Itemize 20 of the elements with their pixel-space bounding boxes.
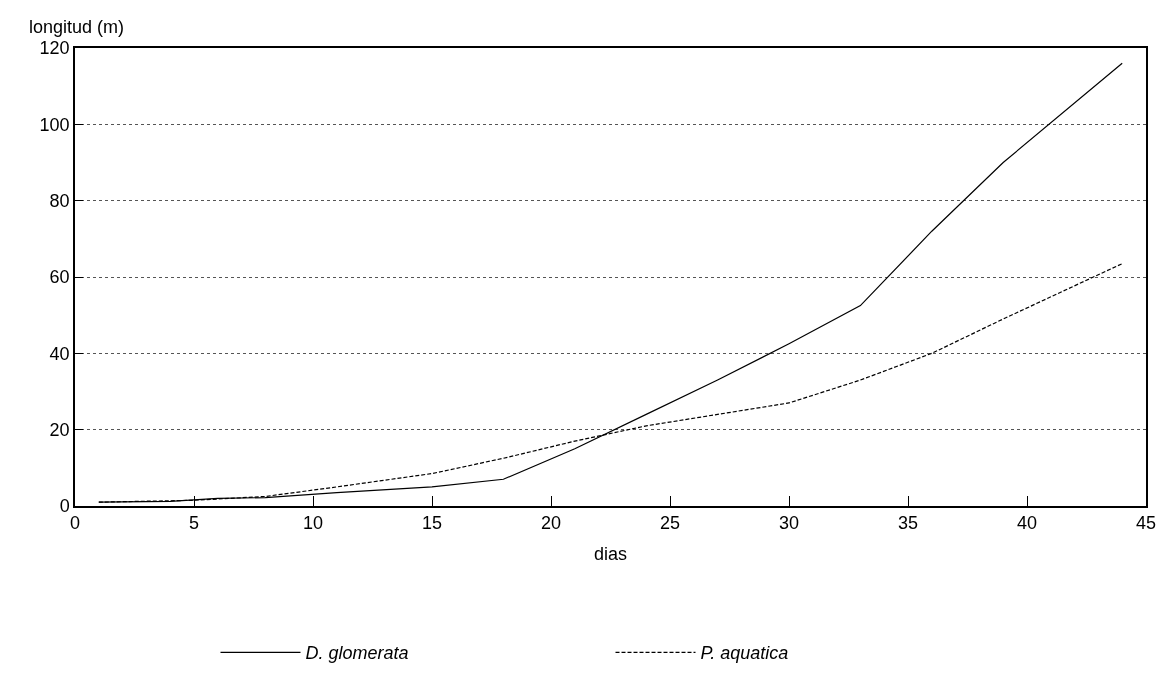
x-tick-label: 45 <box>1135 513 1157 534</box>
legend-label: P. aquatica <box>700 643 789 664</box>
x-tick-label: 40 <box>1016 513 1038 534</box>
y-tick-label: 20 <box>49 419 70 440</box>
x-tick-label: 20 <box>540 513 562 534</box>
y-axis-title: longitud (m) <box>29 17 125 37</box>
x-tick-label: 5 <box>188 513 200 534</box>
y-tick-label: 0 <box>59 496 70 517</box>
x-tick-label: 30 <box>778 513 800 534</box>
y-tick-label: 80 <box>49 190 70 211</box>
y-tick-label: 40 <box>49 343 70 364</box>
y-tick-label: 60 <box>49 267 70 288</box>
x-axis-title: dias <box>593 543 628 564</box>
y-tick-label: 100 <box>39 114 70 135</box>
x-tick-label: 35 <box>897 513 919 534</box>
legend-label: D. glomerata <box>305 643 409 664</box>
x-tick-label: 15 <box>421 513 443 534</box>
x-tick-label: 10 <box>302 513 324 534</box>
y-tick-label: 120 <box>39 38 70 59</box>
x-tick-label: 25 <box>659 513 681 534</box>
